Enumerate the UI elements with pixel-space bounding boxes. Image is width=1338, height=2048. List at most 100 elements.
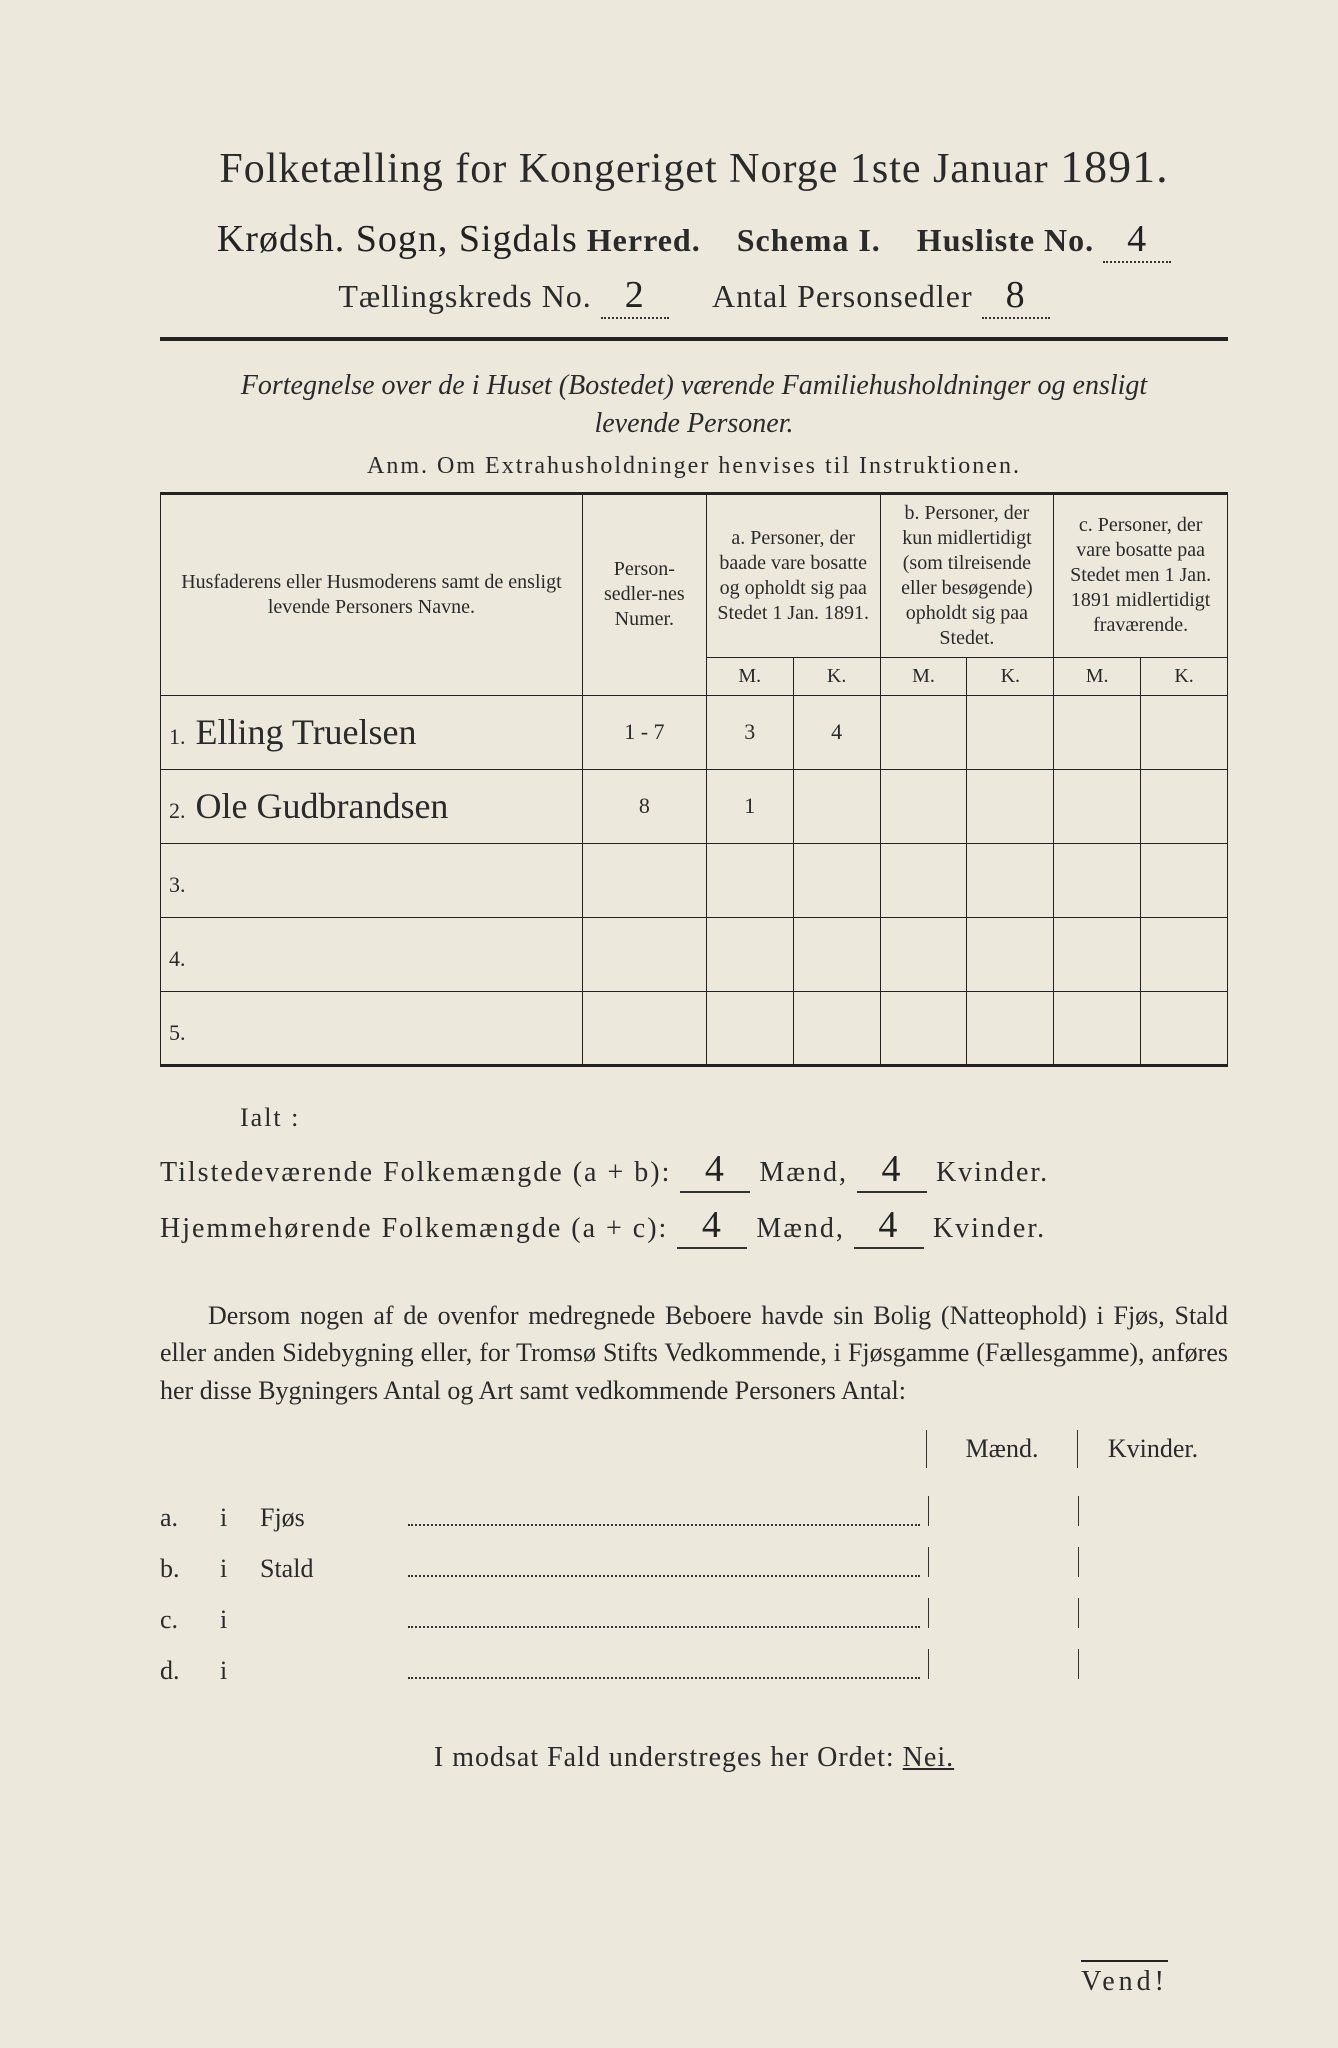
table-row: 4.	[161, 917, 1228, 991]
totals-ab-label: Tilstedeværende Folkemængde (a + b):	[160, 1157, 671, 1188]
header-line-2: Tællingskreds No. 2 Antal Personsedler 8	[160, 273, 1228, 319]
totals-ac-label: Hjemmehørende Folkemængde (a + c):	[160, 1213, 668, 1244]
totals-ac-m: 4	[677, 1203, 747, 1249]
cell-name: 1.Elling Truelsen	[161, 695, 583, 769]
cell-b-m	[880, 695, 967, 769]
divider-top	[160, 337, 1228, 341]
cell-a-m: 1	[706, 769, 793, 843]
totals-ab-m: 4	[680, 1147, 750, 1193]
cell-a-k	[793, 991, 880, 1065]
cell-num	[582, 843, 706, 917]
schema-label: Schema I.	[737, 222, 881, 258]
title-text: Folketælling for Kongeriget Norge 1ste J…	[219, 146, 1048, 192]
sidelist: a.iFjøsb.iStaldc.id.i	[160, 1496, 1228, 1686]
sidelist-head-k: Kvinder.	[1077, 1430, 1228, 1468]
subtitle-text: Fortegnelse over de i Huset (Bostedet) v…	[200, 367, 1188, 443]
th-c-k: K.	[1141, 657, 1228, 695]
footer-nei: Nei.	[903, 1742, 954, 1773]
side-building-paragraph: Dersom nogen af de ovenfor medregnede Be…	[160, 1297, 1228, 1410]
cell-name: 2.Ole Gudbrandsen	[161, 769, 583, 843]
cell-name: 4.	[161, 917, 583, 991]
husliste-no-value: 4	[1103, 217, 1171, 263]
th-a-m: M.	[706, 657, 793, 695]
th-b: b. Personer, der kun midlertidigt (som t…	[880, 493, 1054, 657]
footer-line: I modsat Fald understreges her Ordet: Ne…	[160, 1742, 1228, 1774]
table-row: 3.	[161, 843, 1228, 917]
antal-personsedler-label: Antal Personsedler	[712, 278, 973, 314]
cell-b-m	[880, 991, 967, 1065]
cell-b-k	[967, 917, 1054, 991]
sidelist-dots	[408, 1626, 920, 1628]
table-row: 1.Elling Truelsen1 - 734	[161, 695, 1228, 769]
totals-row-ab: Tilstedeværende Folkemængde (a + b): 4 M…	[160, 1147, 1228, 1193]
th-name: Husfaderens eller Husmoderens samt de en…	[161, 493, 583, 695]
th-a: a. Personer, der baade vare bosatte og o…	[706, 493, 880, 657]
taellingskreds-label: Tællingskreds No.	[338, 278, 591, 314]
sidelist-mk	[928, 1547, 1228, 1577]
cell-c-m	[1054, 917, 1141, 991]
cell-a-k: 4	[793, 695, 880, 769]
cell-c-k	[1141, 991, 1228, 1065]
th-b-k: K.	[967, 657, 1054, 695]
totals-ac-k: 4	[854, 1203, 924, 1249]
sidelist-i: i	[220, 1503, 260, 1533]
cell-num: 1 - 7	[582, 695, 706, 769]
maend-label-2: Mænd,	[756, 1213, 845, 1244]
sidelist-key: a.	[160, 1503, 220, 1533]
sidelist-i: i	[220, 1605, 260, 1635]
table-row: 5.	[161, 991, 1228, 1065]
totals-row-ac: Hjemmehørende Folkemængde (a + c): 4 Mæn…	[160, 1203, 1228, 1249]
cell-b-m	[880, 843, 967, 917]
sidelist-what: Fjøs	[260, 1503, 400, 1533]
cell-b-k	[967, 695, 1054, 769]
sidelist-key: b.	[160, 1554, 220, 1584]
sidelist-dots	[408, 1524, 920, 1526]
cell-num	[582, 917, 706, 991]
census-table: Husfaderens eller Husmoderens samt de en…	[160, 492, 1228, 1067]
cell-c-m	[1054, 769, 1141, 843]
th-c-m: M.	[1054, 657, 1141, 695]
sidelist-i: i	[220, 1554, 260, 1584]
cell-b-m	[880, 917, 967, 991]
th-a-k: K.	[793, 657, 880, 695]
antal-personsedler-value: 8	[982, 273, 1050, 319]
maend-label-1: Mænd,	[759, 1157, 848, 1188]
totals-block: Ialt : Tilstedeværende Folkemængde (a + …	[160, 1103, 1228, 1249]
cell-name: 3.	[161, 843, 583, 917]
taellingskreds-value: 2	[601, 273, 669, 319]
cell-c-k	[1141, 917, 1228, 991]
sidelist-row: c.i	[160, 1598, 1228, 1635]
husliste-label: Husliste No.	[917, 222, 1094, 258]
cell-a-k	[793, 769, 880, 843]
cell-c-m	[1054, 843, 1141, 917]
sidelist-head-m: Mænd.	[926, 1430, 1077, 1468]
th-num: Person-sedler-nes Numer.	[582, 493, 706, 695]
vend-label: Vend!	[1081, 1960, 1168, 1998]
cell-c-k	[1141, 695, 1228, 769]
cell-a-k	[793, 843, 880, 917]
cell-a-m	[706, 917, 793, 991]
sidelist-mk	[928, 1496, 1228, 1526]
sidelist-key: c.	[160, 1605, 220, 1635]
anm-text: Anm. Om Extrahusholdninger henvises til …	[160, 453, 1228, 480]
table-row: 2.Ole Gudbrandsen81	[161, 769, 1228, 843]
cell-name: 5.	[161, 991, 583, 1065]
sidelist-row: b.iStald	[160, 1547, 1228, 1584]
herred-name-handwritten: Krødsh. Sogn, Sigdals	[217, 218, 578, 260]
cell-a-m	[706, 991, 793, 1065]
kvinder-label-2: Kvinder.	[933, 1213, 1046, 1244]
ialt-label: Ialt :	[240, 1103, 1228, 1133]
sidelist-what: Stald	[260, 1554, 400, 1584]
sidelist-dots	[408, 1677, 920, 1679]
cell-c-k	[1141, 769, 1228, 843]
cell-c-k	[1141, 843, 1228, 917]
title-year: 1891.	[1060, 141, 1169, 192]
cell-num: 8	[582, 769, 706, 843]
cell-a-m	[706, 843, 793, 917]
cell-b-m	[880, 769, 967, 843]
cell-num	[582, 991, 706, 1065]
totals-ab-k: 4	[857, 1147, 927, 1193]
cell-b-k	[967, 991, 1054, 1065]
sidelist-mk	[928, 1649, 1228, 1679]
sidelist-row: a.iFjøs	[160, 1496, 1228, 1533]
